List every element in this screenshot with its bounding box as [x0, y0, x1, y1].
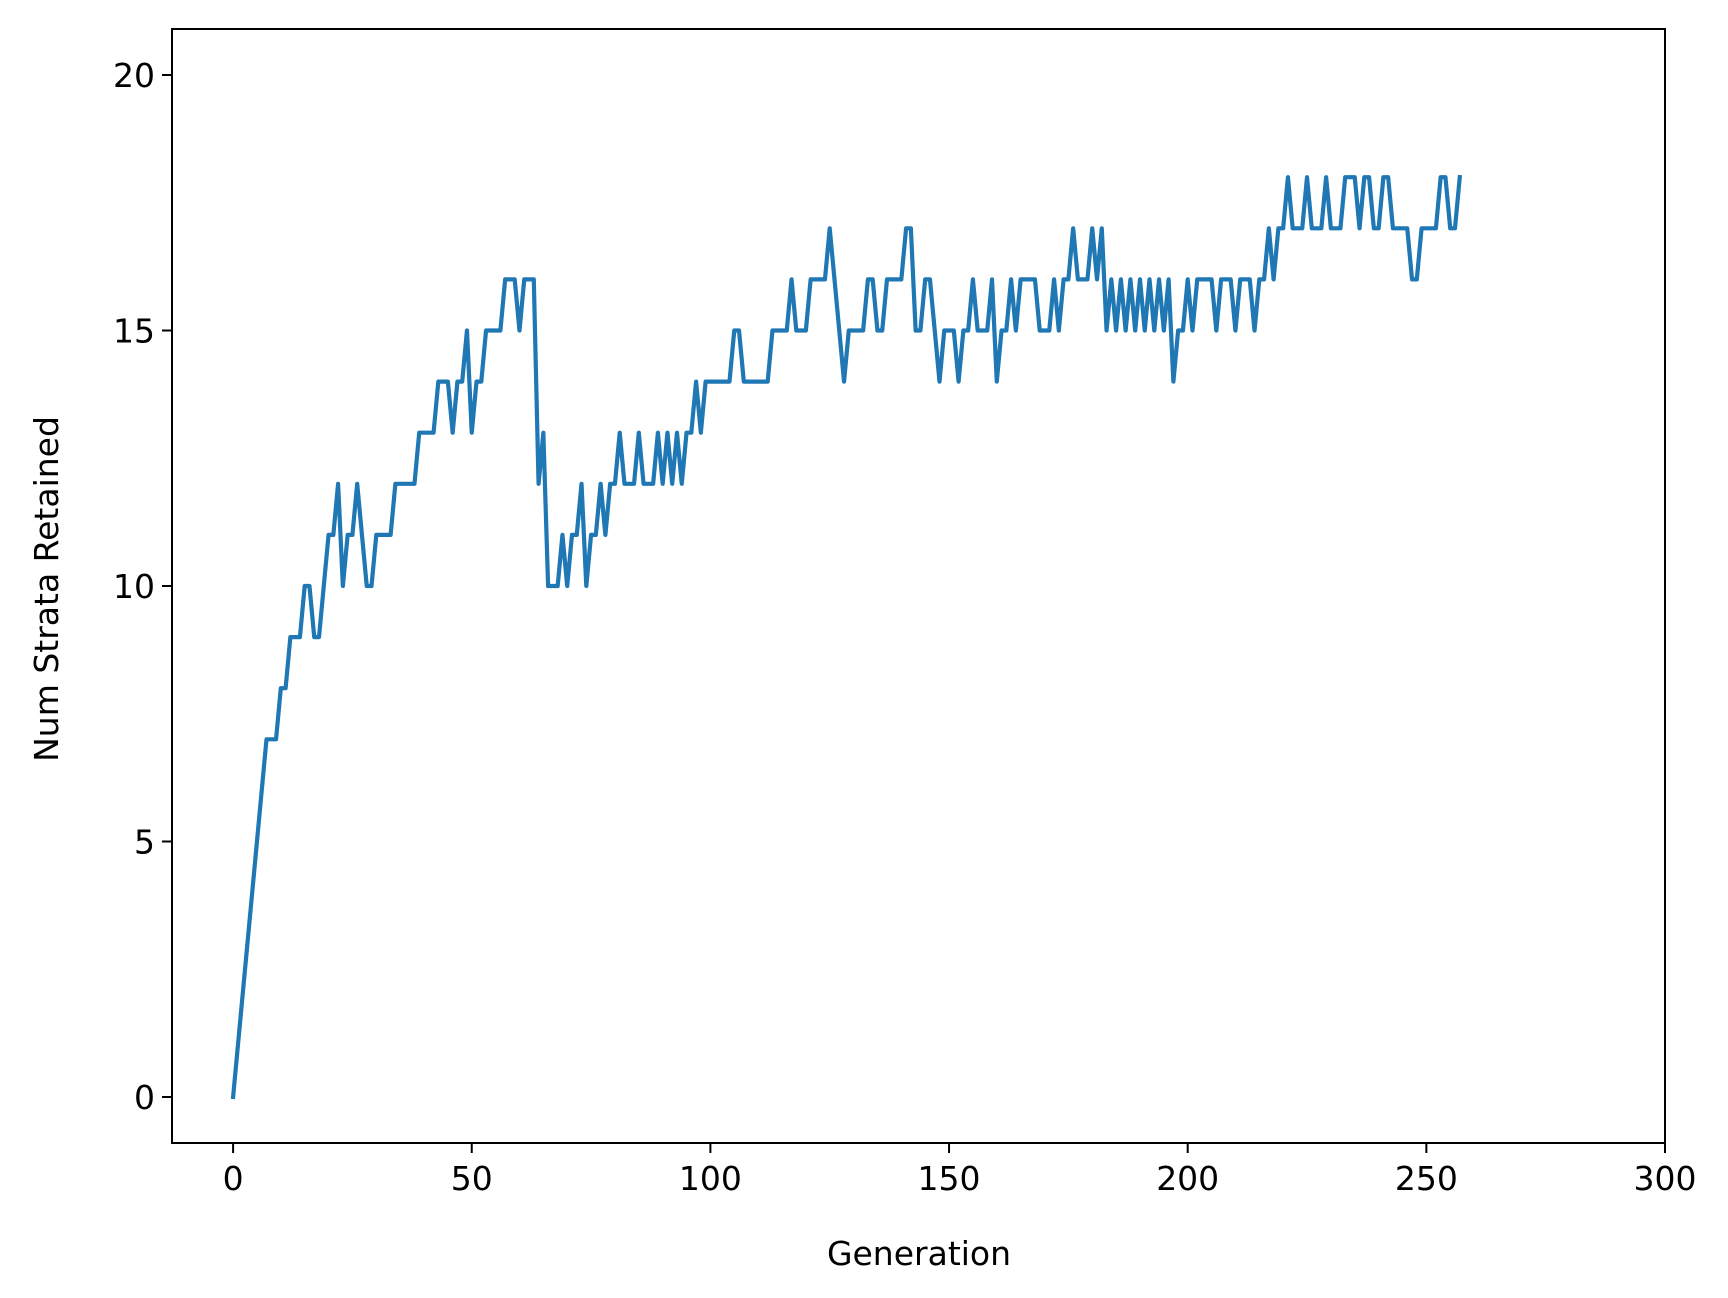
plot-area	[171, 28, 1666, 1144]
axis-ticks: 0 50 100 150 200 250 300 0 5 10 15 20	[113, 56, 1697, 1198]
x-tick-label: 250	[1395, 1159, 1458, 1198]
y-tick-label: 10	[113, 567, 155, 606]
y-tick-label: 0	[134, 1078, 155, 1117]
y-axis-label: Num Strata Retained	[27, 416, 66, 762]
series-line-0	[230, 174, 1463, 1100]
x-tick-label: 200	[1156, 1159, 1219, 1198]
x-tick-label: 100	[679, 1159, 742, 1198]
plot-background	[172, 29, 1665, 1143]
y-tick-label: 15	[113, 311, 155, 350]
x-tick-label: 50	[451, 1159, 493, 1198]
y-tick-label: 5	[134, 823, 155, 862]
x-tick-label: 150	[918, 1159, 981, 1198]
x-tick-label: 0	[223, 1159, 244, 1198]
x-tick-label: 300	[1634, 1159, 1697, 1198]
x-axis-label: Generation	[827, 1234, 1011, 1273]
y-tick-label: 20	[113, 56, 155, 95]
